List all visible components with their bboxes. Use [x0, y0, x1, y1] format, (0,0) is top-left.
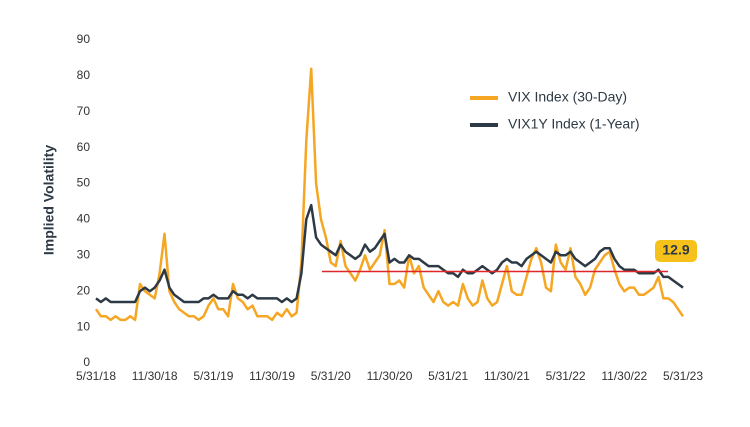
- y-axis-label: Implied Volatility: [41, 145, 57, 255]
- x-tick-label: 11/30/22: [601, 369, 647, 383]
- y-tick-label: 50: [77, 176, 91, 190]
- series-line: [94, 67, 685, 322]
- x-tick-label: 11/30/20: [367, 369, 413, 383]
- y-tick-label: 90: [77, 32, 91, 46]
- y-tick-label: 60: [77, 140, 91, 154]
- x-tick-label: 5/31/20: [311, 369, 351, 383]
- y-tick-label: 80: [77, 68, 91, 82]
- legend-label: VIX Index (30-Day): [508, 89, 627, 105]
- x-tick-label: 5/31/23: [663, 369, 703, 383]
- y-tick-label: 40: [77, 212, 91, 226]
- legend-label: VIX1Y Index (1-Year): [508, 116, 640, 132]
- annotation-box: [655, 240, 697, 262]
- y-tick-label: 0: [83, 355, 90, 369]
- y-tick-label: 30: [77, 248, 91, 262]
- x-tick-label: 5/31/21: [428, 369, 468, 383]
- x-tick-label: 11/30/18: [132, 369, 178, 383]
- x-tick-label: 11/30/19: [249, 369, 295, 383]
- x-tick-label: 5/31/18: [76, 369, 116, 383]
- y-tick-label: 10: [77, 319, 91, 333]
- y-tick-label: 20: [77, 283, 91, 297]
- annotation-label: 12.9: [662, 242, 689, 258]
- y-tick-label: 70: [77, 104, 91, 118]
- x-tick-label: 5/31/19: [193, 369, 233, 383]
- x-tick-label: 11/30/21: [484, 369, 530, 383]
- x-tick-label: 5/31/22: [546, 369, 586, 383]
- series-line: [95, 203, 684, 304]
